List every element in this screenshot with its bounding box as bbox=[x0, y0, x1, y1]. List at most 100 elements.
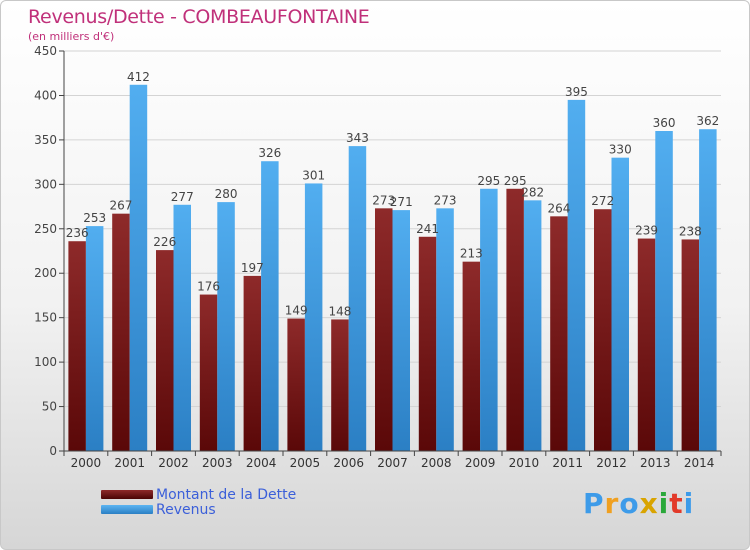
y-tick-label-50: 50 bbox=[42, 400, 57, 414]
data-label-dette-2004: 197 bbox=[241, 261, 264, 275]
x-tick-label-2005: 2005 bbox=[290, 456, 321, 470]
bar-dette-2004 bbox=[243, 275, 262, 451]
y-tick-label-350: 350 bbox=[34, 133, 57, 147]
bar-dette-2009 bbox=[462, 261, 481, 451]
legend-label-revenus: Revenus bbox=[156, 501, 216, 518]
data-label-dette-2010: 295 bbox=[504, 174, 527, 188]
bar-dette-2001 bbox=[112, 213, 130, 451]
data-label-dette-2011: 264 bbox=[547, 201, 570, 215]
chart-title: Revenus/Dette - COMBEAUFONTAINE bbox=[28, 6, 370, 28]
x-tick-label-2001: 2001 bbox=[114, 456, 145, 470]
data-label-dette-2014: 238 bbox=[679, 224, 702, 238]
data-label-dette-2007: 273 bbox=[372, 193, 395, 207]
bar-dette-2011 bbox=[550, 216, 568, 451]
y-tick-label-250: 250 bbox=[34, 222, 57, 236]
bar-dette-2008 bbox=[418, 236, 437, 451]
data-label-dette-2003: 176 bbox=[197, 280, 220, 294]
legend-item-revenus: Revenus bbox=[101, 501, 296, 518]
logo-letter-7: i bbox=[683, 487, 695, 520]
y-tick-label-300: 300 bbox=[34, 177, 57, 191]
bar-dette-2005 bbox=[287, 318, 305, 451]
logo-letter-3: o bbox=[619, 487, 640, 520]
bar-revenus-2007 bbox=[392, 210, 410, 451]
bar-dette-2000 bbox=[68, 241, 86, 451]
y-tick-label-100: 100 bbox=[34, 355, 57, 369]
data-label-dette-2012: 272 bbox=[591, 194, 614, 208]
bar-revenus-2009 bbox=[480, 188, 498, 451]
data-label-revenus-2010: 282 bbox=[521, 185, 544, 199]
x-tick-label-2013: 2013 bbox=[640, 456, 671, 470]
bar-dette-2006 bbox=[331, 319, 349, 451]
bar-revenus-2000 bbox=[85, 226, 104, 451]
proxiti-logo: Proxiti bbox=[583, 487, 694, 520]
bar-dette-2002 bbox=[156, 250, 174, 451]
x-tick-label-2007: 2007 bbox=[377, 456, 408, 470]
bar-revenus-2005 bbox=[304, 183, 323, 451]
bar-dette-2012 bbox=[594, 209, 612, 451]
bar-revenus-2012 bbox=[611, 157, 629, 451]
data-label-dette-2009: 213 bbox=[460, 247, 483, 261]
chart-subtitle: (en milliers d'€) bbox=[28, 30, 115, 43]
x-tick-label-2011: 2011 bbox=[552, 456, 583, 470]
bar-dette-2014 bbox=[681, 239, 700, 451]
bar-revenus-2004 bbox=[261, 161, 279, 451]
data-label-revenus-2013: 360 bbox=[653, 116, 676, 130]
bar-revenus-2008 bbox=[436, 208, 454, 451]
logo-letter-5: i bbox=[658, 487, 670, 520]
data-label-revenus-2012: 330 bbox=[609, 143, 632, 157]
data-label-revenus-2011: 395 bbox=[565, 85, 588, 99]
logo-letter-6: t bbox=[669, 487, 684, 520]
bar-dette-2010 bbox=[506, 188, 524, 451]
data-label-revenus-2009: 295 bbox=[477, 174, 500, 188]
bar-dette-2003 bbox=[199, 294, 218, 451]
bar-dette-2007 bbox=[375, 208, 393, 451]
bar-revenus-2002 bbox=[173, 204, 191, 451]
y-tick-label-150: 150 bbox=[34, 311, 57, 325]
data-label-revenus-2008: 273 bbox=[434, 193, 457, 207]
data-label-revenus-2001: 412 bbox=[127, 70, 150, 84]
data-label-revenus-2000: 253 bbox=[83, 211, 106, 225]
data-label-revenus-2004: 326 bbox=[258, 146, 281, 160]
bar-revenus-2014 bbox=[699, 129, 717, 451]
x-tick-label-2010: 2010 bbox=[509, 456, 540, 470]
x-tick-label-2008: 2008 bbox=[421, 456, 452, 470]
bar-revenus-2003 bbox=[217, 202, 235, 451]
data-label-revenus-2006: 343 bbox=[346, 131, 369, 145]
legend-item-dette: Montant de la Dette bbox=[101, 486, 297, 503]
x-tick-label-2012: 2012 bbox=[596, 456, 627, 470]
legend-swatch-revenus bbox=[101, 505, 153, 514]
bar-revenus-2006 bbox=[348, 146, 367, 451]
x-tick-label-2000: 2000 bbox=[71, 456, 102, 470]
y-tick-label-450: 450 bbox=[34, 44, 57, 58]
data-label-revenus-2002: 277 bbox=[171, 190, 194, 204]
data-label-revenus-2007: 271 bbox=[390, 195, 413, 209]
legend-swatch-dette bbox=[101, 490, 153, 499]
bar-dette-2013 bbox=[637, 238, 656, 451]
logo-letter-1: P bbox=[583, 487, 605, 520]
x-tick-label-2003: 2003 bbox=[202, 456, 233, 470]
bar-revenus-2013 bbox=[655, 131, 673, 451]
data-label-revenus-2014: 362 bbox=[696, 114, 719, 128]
x-tick-label-2002: 2002 bbox=[158, 456, 189, 470]
bar-revenus-2010 bbox=[523, 200, 542, 451]
data-label-dette-2013: 239 bbox=[635, 224, 658, 238]
x-tick-label-2014: 2014 bbox=[684, 456, 715, 470]
data-label-dette-2008: 241 bbox=[416, 222, 439, 236]
y-tick-label-0: 0 bbox=[49, 444, 57, 458]
data-label-dette-2000: 236 bbox=[66, 226, 89, 240]
data-label-dette-2006: 148 bbox=[328, 304, 351, 318]
bar-revenus-2011 bbox=[567, 99, 586, 451]
y-tick-label-400: 400 bbox=[34, 88, 57, 102]
legend-label-dette: Montant de la Dette bbox=[156, 486, 297, 503]
data-label-dette-2005: 149 bbox=[285, 304, 308, 318]
x-tick-label-2004: 2004 bbox=[246, 456, 277, 470]
legend: Montant de la Dette Revenus bbox=[101, 486, 297, 518]
logo-letter-2: r bbox=[604, 487, 620, 520]
logo-letter-4: x bbox=[639, 487, 659, 520]
data-label-dette-2002: 226 bbox=[153, 235, 176, 249]
x-tick-label-2006: 2006 bbox=[333, 456, 364, 470]
bar-revenus-2001 bbox=[129, 84, 148, 452]
x-tick-label-2009: 2009 bbox=[465, 456, 496, 470]
